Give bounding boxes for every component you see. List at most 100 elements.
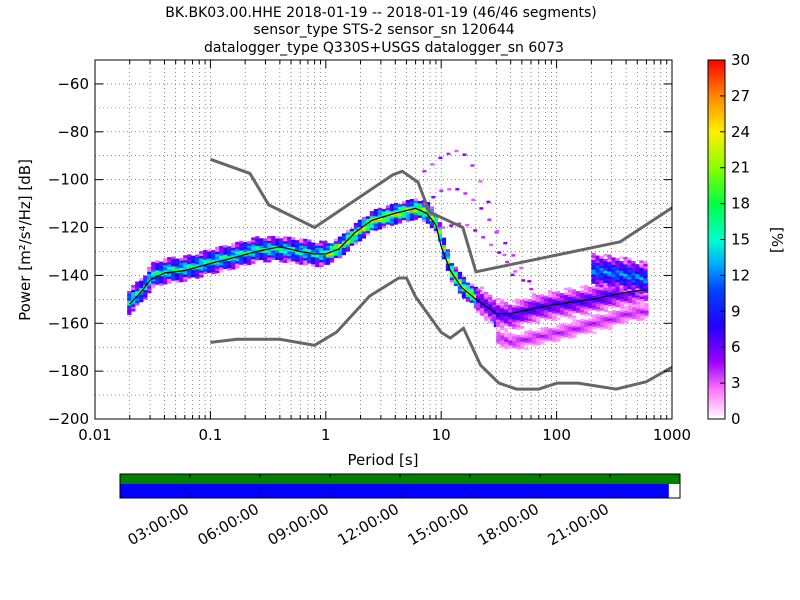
heatmap-cell [349, 233, 355, 237]
heatmap-cell [475, 288, 481, 292]
heatmap-cell [267, 240, 272, 244]
heatmap-cell [389, 213, 395, 217]
heatmap-cell [571, 308, 577, 311]
heatmap-cell [299, 262, 304, 265]
heatmap-cell [503, 311, 509, 314]
heatmap-cell [627, 267, 632, 270]
heatmap-cell [207, 248, 212, 252]
heatmap-cell [239, 259, 244, 263]
heatmap-cell [337, 250, 343, 254]
heatmap-cell [575, 303, 581, 306]
heatmap-cell [295, 252, 300, 255]
heatmap-cell [575, 305, 581, 309]
heatmap-cell [231, 242, 236, 246]
heatmap-cell [631, 277, 636, 281]
heatmap-cell [611, 298, 617, 301]
heatmap-cell [271, 257, 276, 261]
heatmap-cell [543, 300, 549, 304]
heatmap-cell [588, 323, 593, 326]
heatmap-cell [127, 302, 132, 306]
heatmap-cell [219, 245, 224, 249]
heatmap-cell [632, 306, 637, 310]
heatmap-cell [421, 207, 427, 211]
heatmap-cell [377, 214, 383, 218]
heatmap-cell [421, 209, 427, 213]
heatmap-cell [147, 266, 152, 270]
heatmap-cell [576, 324, 581, 328]
heatmap-cell [503, 316, 509, 319]
heatmap-cell [179, 272, 184, 276]
heatmap-cell [523, 298, 529, 301]
heatmap-cell [643, 285, 648, 288]
heatmap-cell [603, 275, 608, 279]
heatmap-cell [507, 319, 513, 322]
heatmap-cell [580, 325, 585, 329]
heatmap-cell [243, 263, 248, 267]
heatmap-cell [635, 288, 640, 291]
heatmap-cell [503, 323, 509, 326]
heatmap-cell [453, 276, 459, 279]
heatmap-cell [580, 330, 585, 334]
heatmap-cell [207, 263, 212, 266]
heatmap-cell [271, 235, 276, 239]
heatmap-cell [544, 331, 549, 335]
heatmap-cell [263, 245, 268, 249]
heatmap-cell [640, 303, 645, 307]
heatmap-cell [361, 221, 367, 225]
heatmap-cell [303, 262, 308, 266]
heatmap-cell [615, 260, 620, 264]
heatmap-cell [511, 314, 517, 318]
outlier-cell [519, 266, 524, 270]
heatmap-cell [547, 299, 553, 303]
heatmap-cell [603, 299, 609, 303]
heatmap-cell [389, 206, 395, 210]
heatmap-cell [532, 340, 537, 344]
heatmap-cell [604, 314, 609, 317]
heatmap-cell [576, 319, 581, 323]
heatmap-cell [531, 314, 537, 318]
heatmap-cell [437, 234, 443, 237]
heatmap-cell [373, 213, 379, 217]
heatmap-cell [417, 203, 423, 206]
heatmap-cell [329, 243, 335, 246]
heatmap-cell [239, 243, 244, 246]
heatmap-cell [267, 255, 272, 258]
heatmap-cell [587, 293, 593, 297]
heatmap-cell [303, 257, 308, 261]
heatmap-cell [564, 322, 569, 326]
heatmap-cell [604, 316, 609, 320]
heatmap-cell [564, 327, 569, 331]
heatmap-cell [155, 270, 160, 273]
heatmap-cell [389, 223, 395, 226]
heatmap-cell [583, 308, 589, 312]
heatmap-cell [499, 322, 505, 326]
heatmap-cell [203, 252, 208, 255]
heatmap-cell [603, 297, 609, 301]
heatmap-cell [147, 285, 152, 289]
heatmap-cell [247, 252, 252, 256]
heatmap-cell [591, 305, 597, 308]
heatmap-cell [139, 280, 144, 284]
heatmap-cell [223, 256, 228, 260]
heatmap-cell [635, 304, 641, 307]
heatmap-cell [195, 268, 200, 272]
heatmap-cell [607, 280, 612, 284]
timeline-tick-label: 09:00:00 [265, 500, 332, 549]
heatmap-cell [544, 329, 549, 332]
heatmap-cell [595, 257, 600, 261]
heatmap-cell [333, 255, 339, 259]
heatmap-cell [535, 301, 541, 305]
heatmap-cell [523, 307, 529, 311]
heatmap-cell [227, 248, 232, 252]
heatmap-cell [499, 310, 505, 314]
heatmap-cell [595, 281, 600, 285]
heatmap-cell [361, 231, 367, 234]
heatmap-cell [579, 300, 585, 303]
heatmap-cell [441, 254, 447, 257]
heatmap-cell [413, 212, 419, 215]
heatmap-cell [311, 254, 316, 258]
heatmap-cell [536, 342, 541, 346]
heatmap-cell [563, 314, 569, 317]
heatmap-cell [183, 260, 188, 263]
